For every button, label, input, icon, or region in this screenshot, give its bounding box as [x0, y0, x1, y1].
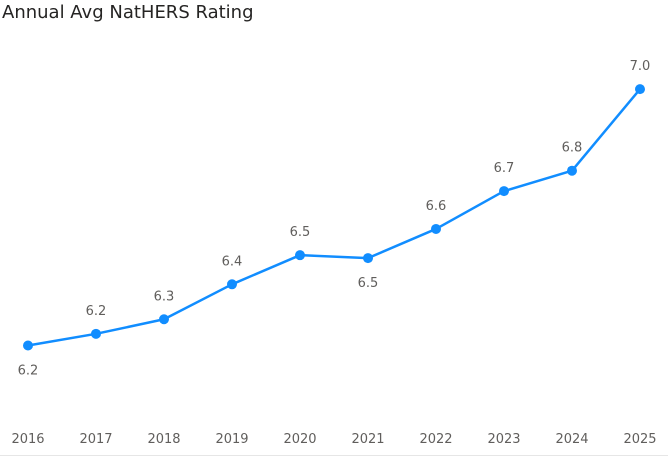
chart-title: Annual Avg NatHERS Rating: [2, 2, 254, 23]
bottom-divider: [0, 455, 668, 456]
x-tick-label: 2023: [487, 432, 520, 447]
data-point[interactable]: [23, 340, 33, 351]
data-point[interactable]: [499, 186, 509, 197]
data-label: 6.7: [494, 161, 515, 176]
data-label: 6.8: [562, 141, 583, 156]
x-tick-label: 2019: [215, 432, 248, 447]
data-label: 6.5: [290, 225, 311, 240]
x-tick-label: 2022: [419, 432, 452, 447]
data-point[interactable]: [363, 253, 373, 264]
series-line: [26, 87, 642, 347]
data-point[interactable]: [227, 279, 237, 290]
data-points: [23, 84, 645, 351]
x-tick-label: 2016: [11, 432, 44, 447]
x-tick-label: 2025: [623, 432, 656, 447]
data-point[interactable]: [295, 250, 305, 261]
data-label: 6.4: [222, 254, 243, 269]
x-tick-label: 2018: [147, 432, 180, 447]
data-label: 6.2: [18, 363, 39, 378]
x-tick-label: 2024: [555, 432, 588, 447]
data-labels: 6.2 6.2 6.3 6.4 6.5 6.5 6.6 6.7 6.8 7.0: [18, 59, 651, 378]
data-point[interactable]: [635, 84, 645, 95]
data-label: 6.2: [86, 304, 107, 319]
data-label: 6.5: [358, 276, 379, 291]
data-point[interactable]: [91, 328, 101, 339]
data-point[interactable]: [431, 223, 441, 234]
x-tick-label: 2020: [283, 432, 316, 447]
data-point[interactable]: [159, 314, 169, 325]
data-label: 6.3: [154, 289, 175, 304]
x-tick-label: 2017: [79, 432, 112, 447]
x-tick-label: 2021: [351, 432, 384, 447]
data-label: 6.6: [426, 199, 447, 214]
x-axis-ticks: 2016 2017 2018 2019 2020 2021 2022 2023 2024 2025: [11, 432, 656, 447]
data-point[interactable]: [567, 165, 577, 176]
data-label: 7.0: [630, 59, 651, 74]
